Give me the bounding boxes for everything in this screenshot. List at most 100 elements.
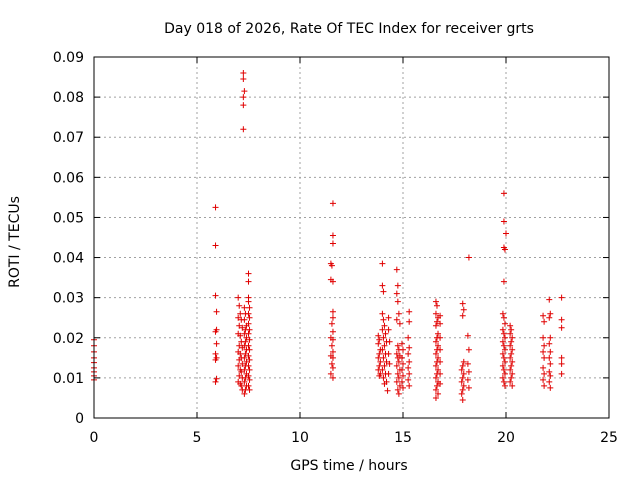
data-point [394, 386, 401, 393]
data-point [329, 240, 336, 247]
data-point [540, 312, 547, 319]
data-point [328, 360, 335, 367]
data-point [541, 354, 548, 361]
data-point [400, 360, 406, 367]
data-point [235, 294, 242, 301]
data-point [459, 396, 466, 403]
data-point [500, 278, 507, 285]
x-tick-label: 20 [497, 430, 515, 446]
data-point [540, 376, 547, 383]
data-point [239, 324, 246, 331]
data-point [246, 376, 253, 383]
data-point [541, 370, 548, 377]
data-point [379, 326, 386, 333]
data-point [435, 330, 442, 337]
data-point [437, 370, 444, 377]
data-point [380, 354, 387, 361]
y-tick-label: 0.06 [53, 170, 84, 186]
data-point [329, 328, 336, 335]
data-point [508, 326, 515, 333]
data-point [503, 230, 509, 237]
data-point [546, 340, 553, 347]
data-point [385, 350, 392, 357]
data-point [212, 292, 219, 299]
data-point [558, 360, 565, 367]
x-tick-label: 0 [90, 430, 99, 446]
data-point [386, 360, 393, 367]
data-point [245, 330, 252, 337]
data-point [379, 346, 386, 353]
data-point [375, 340, 382, 347]
data-point [379, 260, 386, 267]
data-point [540, 334, 547, 341]
data-point [212, 328, 219, 335]
data-point [500, 354, 507, 361]
data-point [546, 368, 553, 375]
data-point [240, 70, 247, 77]
data-point [329, 336, 336, 343]
data-point [406, 308, 413, 315]
data-point [558, 294, 565, 301]
data-point [465, 346, 472, 353]
data-point [432, 322, 439, 329]
data-point [239, 360, 246, 367]
data-point [465, 368, 472, 375]
data-point [241, 390, 248, 397]
data-point [241, 88, 248, 95]
data-point [508, 338, 515, 345]
y-tick-labels: 0 0.01 0.02 0.03 0.04 0.05 0.06 0.07 0.08 0.09 [53, 50, 84, 427]
data-point [501, 320, 508, 327]
data-point [376, 336, 383, 343]
data-point [501, 246, 508, 253]
data-point [385, 370, 392, 377]
data-point [381, 322, 388, 329]
data-point [376, 350, 383, 357]
data-point [212, 378, 219, 385]
data-point [501, 346, 508, 353]
data-point [243, 334, 250, 341]
data-point [437, 358, 444, 365]
data-point [540, 364, 547, 371]
data-point [398, 366, 405, 373]
data-point [500, 330, 507, 337]
data-point [213, 308, 220, 315]
data-point [212, 350, 219, 357]
data-point [509, 334, 516, 341]
data-point [235, 362, 242, 369]
data-point [546, 314, 553, 321]
data-point [393, 316, 400, 323]
data-point [459, 374, 466, 381]
data-point [460, 370, 467, 377]
data-points [91, 70, 565, 403]
data-point [459, 362, 466, 369]
data-point [433, 318, 440, 325]
data-point [432, 350, 439, 357]
data-point [240, 94, 247, 101]
data-point [381, 380, 388, 387]
data-point [212, 356, 219, 363]
data-point [558, 370, 565, 377]
data-point [246, 336, 253, 343]
data-point [245, 352, 252, 359]
chart-title: Day 018 of 2026, Rate Of TEC Index for r… [164, 21, 534, 37]
data-point [437, 320, 444, 327]
data-point [236, 372, 243, 379]
data-point [432, 394, 439, 401]
data-point [459, 300, 466, 307]
data-point [241, 316, 248, 323]
data-point [235, 314, 242, 321]
data-point [329, 278, 336, 285]
data-point [406, 318, 413, 325]
grid-lines [94, 57, 609, 418]
data-point [437, 380, 444, 387]
data-point [245, 320, 252, 327]
data-point [212, 204, 219, 211]
y-tick-label: 0.03 [53, 291, 84, 307]
data-point [240, 76, 247, 83]
data-point [382, 330, 389, 337]
data-point [375, 354, 382, 361]
data-point [385, 326, 392, 333]
x-tick-label: 10 [291, 430, 309, 446]
data-point [499, 350, 506, 357]
data-point [558, 354, 565, 361]
